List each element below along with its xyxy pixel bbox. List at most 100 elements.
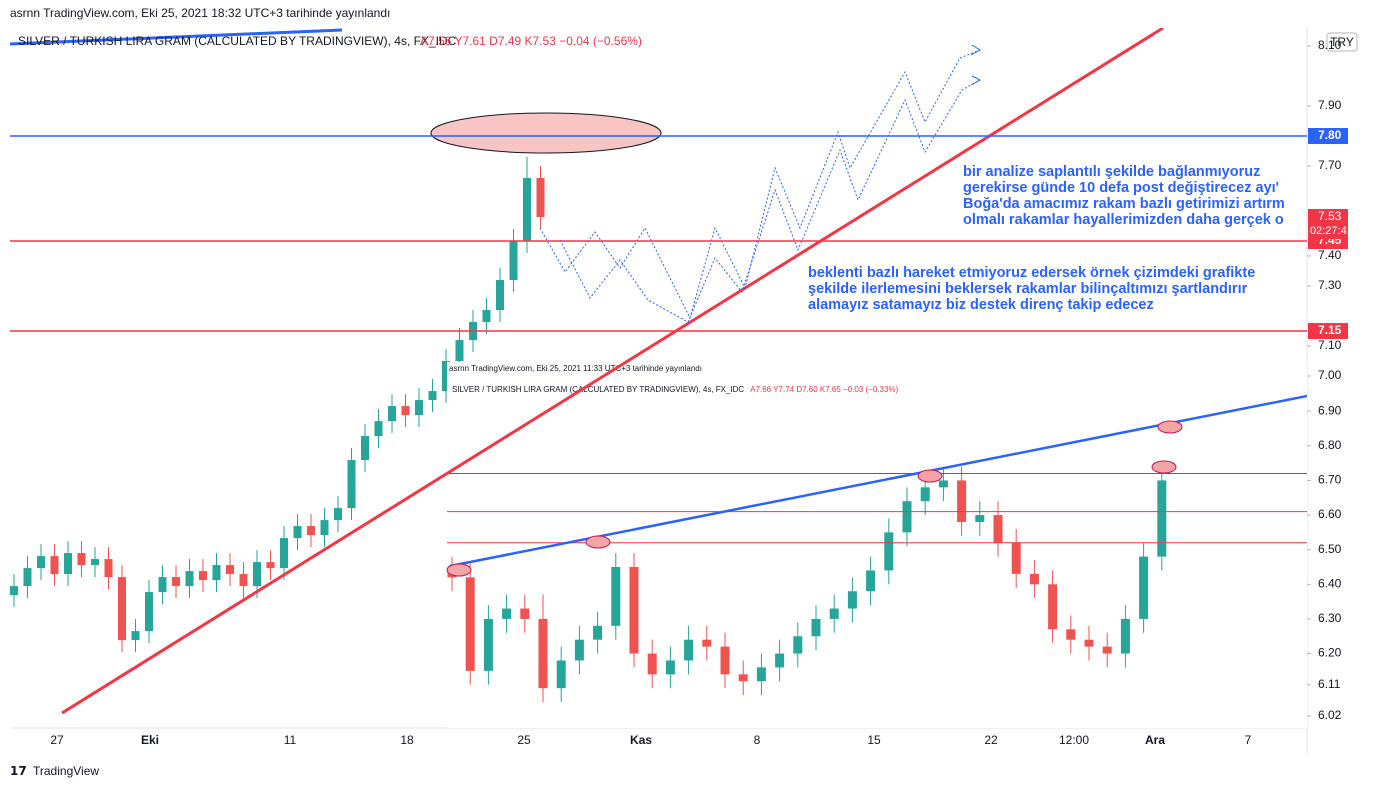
candle-body xyxy=(756,667,766,682)
candle-body xyxy=(347,460,356,509)
currency-box[interactable] xyxy=(1326,32,1358,52)
candle-body xyxy=(239,574,248,587)
candle-body xyxy=(401,406,410,416)
x-tick-label: 25 xyxy=(517,733,531,747)
countdown: 02:27:41 xyxy=(1310,225,1353,237)
candle-body xyxy=(793,636,803,654)
candle-body xyxy=(975,515,985,522)
touch-mark xyxy=(446,563,472,577)
candle-body xyxy=(1084,639,1094,647)
candle-body xyxy=(1139,556,1149,619)
x-tick-label: 7 xyxy=(1245,733,1252,747)
candle-body xyxy=(307,526,315,536)
annotation: olmalı rakamlar hayallerimizden daha ger… xyxy=(963,212,1284,228)
price-label-box xyxy=(1308,323,1348,340)
candle-body xyxy=(866,570,876,592)
candle-body xyxy=(212,565,221,581)
inset-symbol: SILVER / TURKISH LIRA GRAM (CALCULATED B… xyxy=(452,385,744,394)
touch-mark xyxy=(917,469,943,483)
arrow-head xyxy=(970,44,981,56)
candle-body xyxy=(253,562,261,587)
candle-body xyxy=(320,520,329,536)
candle-body xyxy=(226,565,234,575)
candle-body xyxy=(647,653,657,675)
candle-body xyxy=(1029,573,1039,585)
footer: TradingView xyxy=(33,764,99,778)
candle-body xyxy=(442,361,450,392)
ohlc-legend: A7.56 Y7.61 D7.49 K7.53 −0.04 (−0.56%) xyxy=(420,34,642,48)
candle-body xyxy=(629,566,639,654)
y-tick-label: 7.40 xyxy=(1318,248,1342,262)
inset-background xyxy=(447,362,1307,728)
price-label-box xyxy=(1308,128,1348,145)
candle-body xyxy=(37,556,45,569)
candle-body xyxy=(91,559,99,566)
price-label: 7.80 xyxy=(1318,128,1342,142)
inset-ohlc: A7.66 Y7.74 D7.60 K7.65 −0.03 (−0.33%) xyxy=(750,385,898,394)
footer-logo: 𝟭𝟳 xyxy=(10,764,27,778)
y-tick-label: 7.00 xyxy=(1318,368,1342,382)
candle-body xyxy=(684,639,694,661)
candle-body xyxy=(118,577,126,641)
candle-body xyxy=(884,532,894,571)
x-tick-label: 8 xyxy=(754,733,761,747)
annotation: beklenti bazlı hareket etmiyoruz edersek… xyxy=(808,265,1255,281)
candle-body xyxy=(1120,618,1130,654)
x-tick-label: 15 xyxy=(867,733,881,747)
candle-body xyxy=(145,592,153,632)
projection-path xyxy=(539,49,981,320)
x-tick-label: 18 xyxy=(400,733,414,747)
touch-mark xyxy=(585,535,611,549)
candle-body xyxy=(361,436,369,461)
candle-body xyxy=(811,618,821,637)
candle-body xyxy=(415,400,423,416)
candle-body xyxy=(428,391,437,401)
candle-body xyxy=(1102,646,1112,654)
annotation: gerekirse günde 10 defa post değiştirece… xyxy=(963,180,1279,196)
candle-body xyxy=(266,562,275,569)
axes: 8.107.907.707.407.307.107.007.807.457.15… xyxy=(50,38,1353,747)
annotation: alamayız satamayız biz destek direnç tak… xyxy=(808,297,1154,313)
y-tick-label: 7.30 xyxy=(1318,278,1342,292)
candle-body xyxy=(50,556,59,575)
candle-body xyxy=(1011,542,1021,574)
symbol: SILVER / TURKISH LIRA GRAM (CALCULATED B… xyxy=(18,34,457,48)
candle-body xyxy=(374,421,383,437)
x-tick-label: Eki xyxy=(141,733,159,747)
candle-body xyxy=(509,241,518,281)
x-tick-label: 11 xyxy=(284,733,297,747)
candle-body xyxy=(829,608,839,619)
drawing-line xyxy=(10,28,343,46)
candle-body xyxy=(1157,480,1167,557)
candle-body xyxy=(523,178,531,242)
candle-body xyxy=(131,631,140,641)
candle-body xyxy=(538,618,548,689)
y-tick-label: 6.50 xyxy=(1318,542,1342,556)
y-tick-label: 7.10 xyxy=(1318,338,1342,352)
candle-body xyxy=(1066,629,1076,640)
candle-body xyxy=(702,639,712,647)
candle-body xyxy=(104,559,113,578)
candle-body xyxy=(172,577,180,587)
candle-body xyxy=(738,674,748,682)
candle-body xyxy=(574,639,584,661)
last-price-box xyxy=(1308,209,1348,240)
price-label: 7.15 xyxy=(1318,323,1342,337)
currency[interactable]: TRY xyxy=(1330,35,1354,49)
touch-mark xyxy=(1157,420,1183,434)
y-tick-label: 7.70 xyxy=(1318,158,1342,172)
x-tick-label: Kas xyxy=(630,733,652,747)
candle-body xyxy=(496,280,504,311)
y-tick-label: 6.02 xyxy=(1318,708,1342,722)
candle-body xyxy=(388,406,396,422)
x-tick-label: Ara xyxy=(1145,733,1165,747)
candle-body xyxy=(556,660,566,689)
x-tick-label: 27 xyxy=(50,733,64,747)
candle-body xyxy=(77,553,86,566)
candle-body xyxy=(665,660,675,675)
x-tick-label: 22 xyxy=(984,733,998,747)
candle-body xyxy=(455,340,464,362)
annotation: bir analize saplantılı şekilde bağlanmıy… xyxy=(963,164,1260,180)
candle-body xyxy=(158,577,167,593)
candle-body xyxy=(482,310,491,323)
